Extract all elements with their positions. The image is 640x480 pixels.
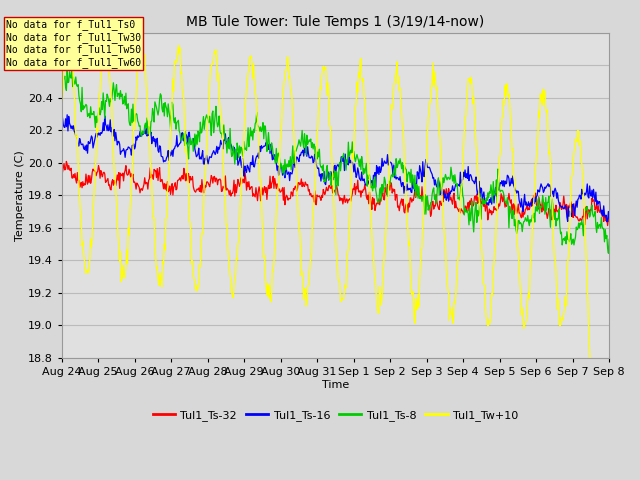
X-axis label: Time: Time [322,380,349,390]
Text: No data for f_Tul1_Ts0
No data for f_Tul1_Tw30
No data for f_Tul1_Tw50
No data f: No data for f_Tul1_Ts0 No data for f_Tul… [6,19,141,68]
Legend: Tul1_Ts-32, Tul1_Ts-16, Tul1_Ts-8, Tul1_Tw+10: Tul1_Ts-32, Tul1_Ts-16, Tul1_Ts-8, Tul1_… [148,406,523,426]
Title: MB Tule Tower: Tule Temps 1 (3/19/14-now): MB Tule Tower: Tule Temps 1 (3/19/14-now… [186,15,484,29]
Y-axis label: Temperature (C): Temperature (C) [15,150,25,241]
